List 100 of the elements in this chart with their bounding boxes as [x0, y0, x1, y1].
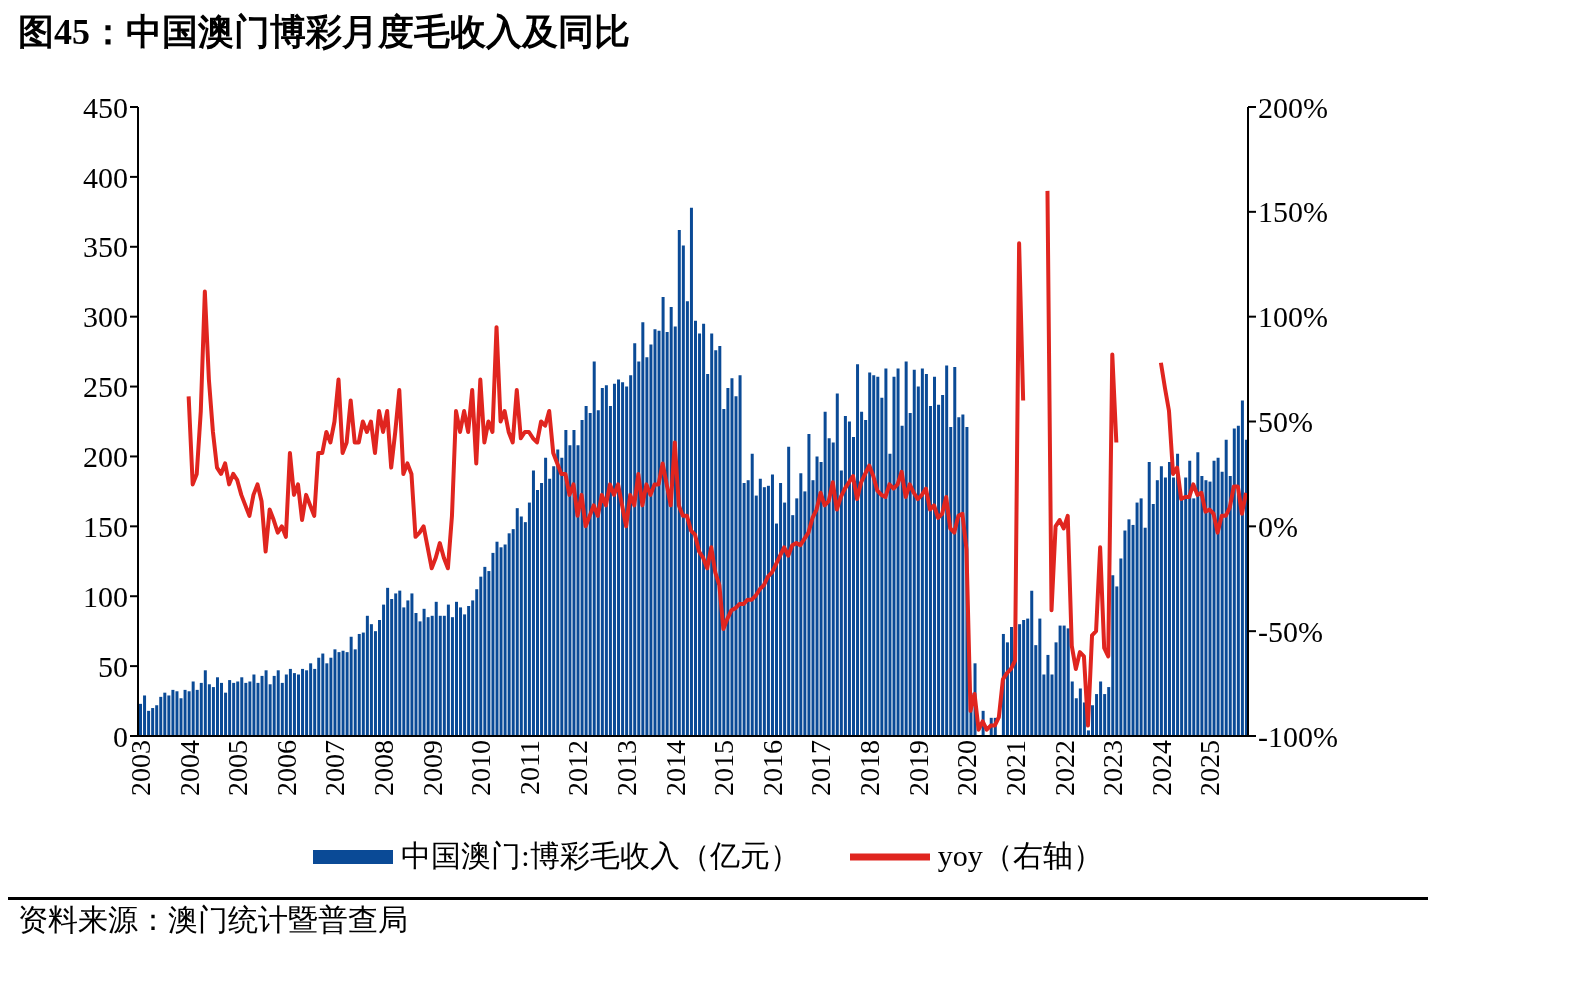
x-tick-label: 2019 — [902, 740, 934, 796]
bar — [1038, 618, 1042, 736]
bar — [564, 429, 568, 736]
bar — [730, 378, 734, 736]
bar — [232, 682, 236, 736]
bar — [507, 533, 511, 736]
bar — [499, 547, 503, 736]
bar — [718, 346, 722, 736]
bar — [1188, 460, 1192, 736]
bar — [301, 668, 305, 736]
bar — [337, 652, 341, 736]
x-tick-label: 2009 — [416, 740, 448, 796]
x-tick-label: 2004 — [173, 740, 205, 796]
bar — [556, 449, 560, 736]
x-tick-label: 2022 — [1048, 740, 1080, 796]
bar — [633, 343, 637, 736]
bar — [544, 457, 548, 736]
y-tick-label: 50 — [98, 649, 128, 683]
bar — [953, 366, 957, 736]
x-tick-label: 2017 — [805, 740, 837, 796]
bar — [1009, 626, 1013, 736]
bar — [171, 689, 175, 736]
legend-label: yoy（右轴） — [937, 838, 1103, 874]
bar — [1099, 681, 1103, 736]
bar — [454, 601, 458, 736]
bar — [410, 593, 414, 736]
bar — [446, 604, 450, 736]
y-tick-label: 100 — [83, 579, 128, 613]
x-tick-label: 2024 — [1145, 740, 1177, 796]
bar — [1135, 502, 1139, 736]
bar — [1046, 654, 1050, 736]
x-tick-label: 2018 — [854, 740, 886, 796]
bar — [600, 387, 604, 736]
y-tick-label: 200 — [83, 440, 128, 474]
y2-tick-label: 200% — [1258, 90, 1328, 124]
bar — [1159, 466, 1163, 736]
bar — [1066, 628, 1070, 736]
chart-title: 图45：中国澳门博彩月度毛收入及同比 — [17, 11, 631, 54]
x-tick-label: 2006 — [270, 740, 302, 796]
bar — [151, 708, 155, 736]
legend-label: 中国澳门:博彩毛收入（亿元） — [401, 838, 800, 874]
x-tick-label: 2015 — [708, 740, 740, 796]
bar — [896, 368, 900, 736]
bar — [215, 677, 219, 736]
bar — [592, 361, 596, 736]
bar — [228, 680, 232, 736]
bar — [961, 414, 965, 736]
bar — [710, 333, 714, 736]
bar — [876, 376, 880, 736]
bar — [292, 673, 296, 736]
bar — [1176, 453, 1180, 736]
y2-tick-label: -100% — [1258, 719, 1338, 753]
bar — [1030, 590, 1034, 736]
y2-tick-label: 50% — [1258, 405, 1313, 439]
bar — [1147, 462, 1151, 736]
text: 资料来源：澳门统计暨普查局 — [18, 902, 409, 938]
bar — [661, 297, 665, 736]
bar — [333, 649, 337, 736]
bar — [799, 473, 803, 736]
x-tick-label: 2014 — [659, 740, 691, 796]
bar — [321, 653, 325, 736]
bar — [422, 608, 426, 736]
bar — [276, 670, 280, 736]
bar — [856, 364, 860, 736]
bar — [1232, 428, 1236, 736]
bar — [163, 692, 167, 736]
bar — [945, 365, 949, 736]
bar — [653, 329, 657, 736]
bar — [386, 587, 390, 736]
bar — [770, 474, 774, 736]
bar — [288, 668, 292, 736]
bar — [1208, 481, 1212, 736]
x-tick-label: 2007 — [319, 740, 351, 796]
bar — [1062, 625, 1066, 736]
bar — [702, 323, 706, 736]
bar — [434, 601, 438, 736]
x-tick-label: 2021 — [999, 740, 1031, 796]
bar — [309, 663, 313, 736]
bar — [1127, 519, 1131, 736]
bar — [912, 369, 916, 736]
y-tick-label: 150 — [83, 509, 128, 543]
bar — [1216, 457, 1220, 736]
bar — [572, 429, 576, 736]
y2-tick-label: 100% — [1258, 300, 1328, 334]
bar — [398, 590, 402, 736]
bar — [584, 406, 588, 736]
y2-tick-label: 150% — [1258, 195, 1328, 229]
y-tick-label: 450 — [83, 90, 128, 124]
bar — [823, 411, 827, 736]
bar — [394, 593, 398, 736]
bar — [621, 382, 625, 736]
bar — [843, 415, 847, 736]
bar — [1224, 439, 1228, 736]
x-tick-label: 2012 — [562, 740, 594, 796]
bar — [604, 385, 608, 736]
x-tick-label: 2008 — [367, 740, 399, 796]
bar — [1212, 460, 1216, 736]
bar — [531, 470, 535, 736]
x-tick-label: 2010 — [465, 740, 497, 796]
bar — [933, 376, 937, 736]
